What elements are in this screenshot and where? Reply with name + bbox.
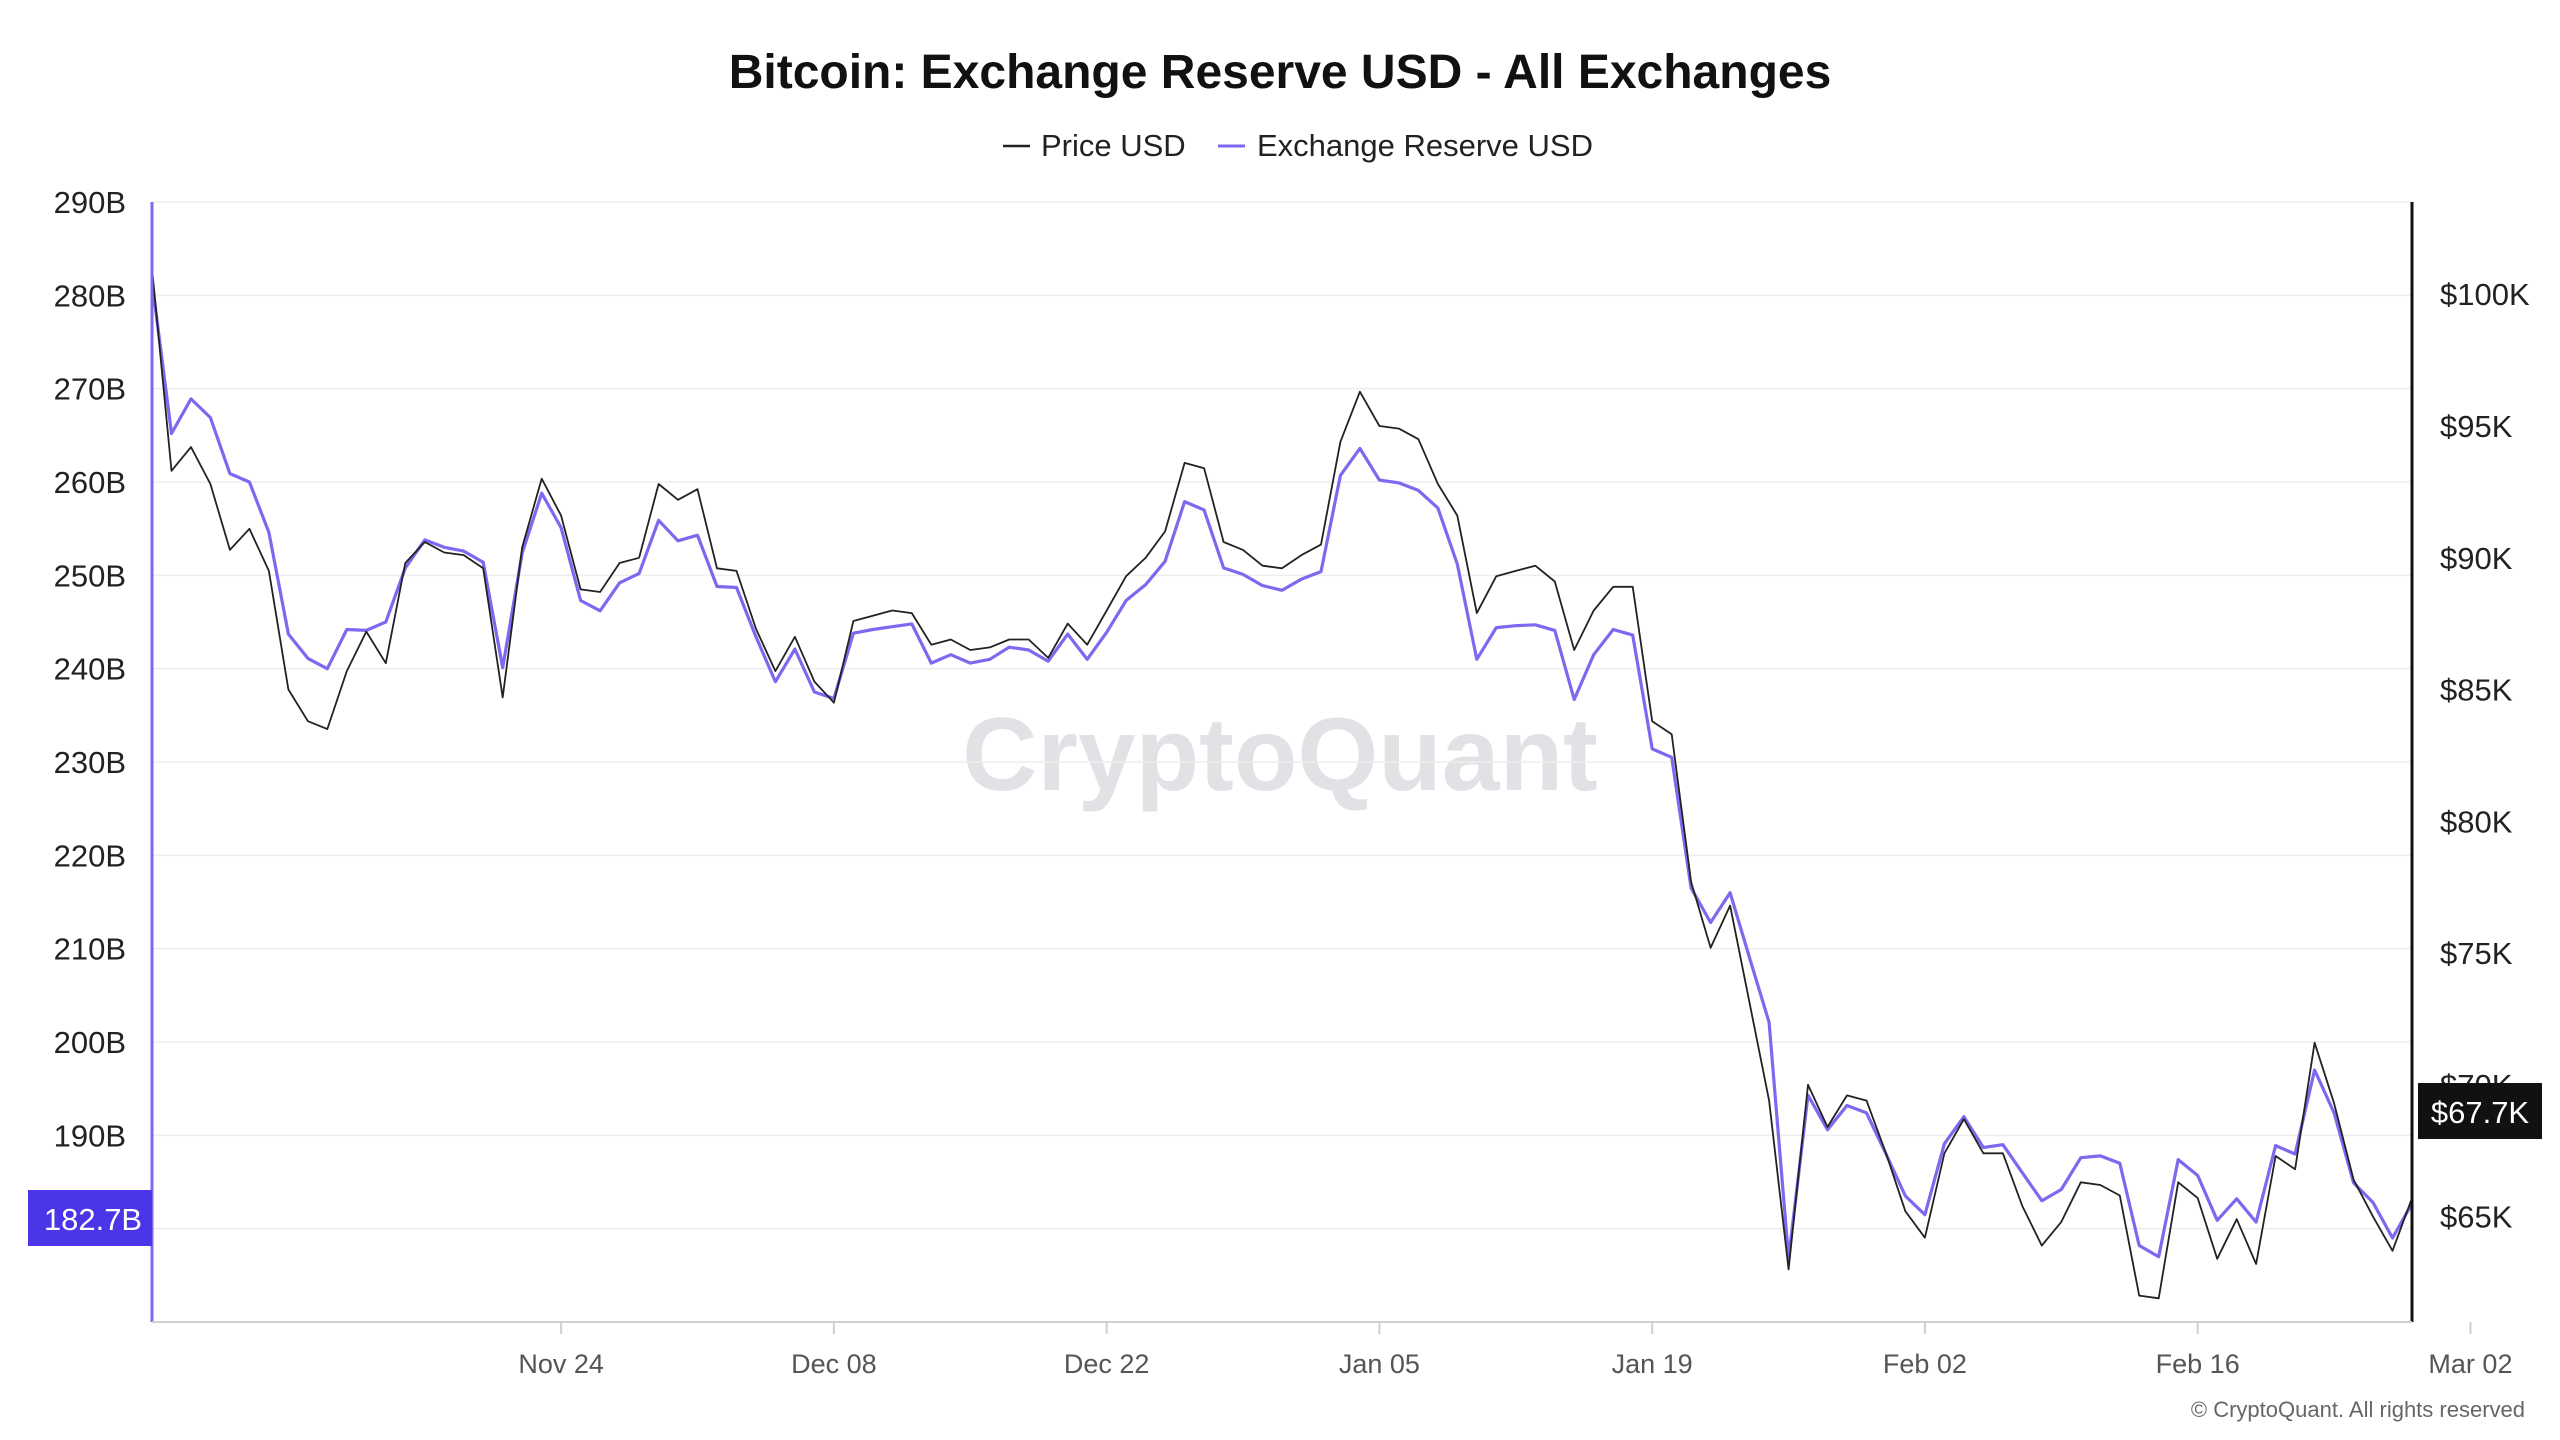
left-current-badge-bg <box>28 1190 152 1246</box>
y-left-tick-label: 230B <box>54 745 126 780</box>
right-current-badge: $67.7K <box>2418 1083 2542 1139</box>
x-tick-label: Feb 02 <box>1883 1349 1967 1379</box>
chart-title: Bitcoin: Exchange Reserve USD - All Exch… <box>729 46 1832 99</box>
y-right-tick-label: $80K <box>2440 804 2513 839</box>
right-current-badge-label: $67.7K <box>2431 1095 2530 1130</box>
y-left-tick-label: 250B <box>54 558 126 593</box>
y-right-tick-label: $100K <box>2440 277 2530 312</box>
y-right-tick-label: $85K <box>2440 673 2513 708</box>
legend: Price USD Exchange Reserve USD <box>1003 128 1593 163</box>
series-line-price-usd <box>151 267 2413 1300</box>
y-right-tick-label: $90K <box>2440 541 2513 576</box>
y-left-tick-label: 280B <box>54 278 126 313</box>
y-left-tick-label: 190B <box>54 1118 126 1153</box>
y-right-tick-label: $65K <box>2440 1200 2513 1235</box>
left-current-badge-label: 182.7B <box>44 1202 142 1237</box>
y-left-tick-label: 240B <box>54 652 126 687</box>
y-right-tick-label: $95K <box>2440 409 2513 444</box>
y-left-tick-label: 220B <box>54 838 126 873</box>
x-tick-label: Mar 02 <box>2428 1349 2512 1379</box>
right-current-badge-bg <box>2418 1083 2542 1139</box>
y-left-tick-label: 270B <box>54 372 126 407</box>
copyright-credit: © CryptoQuant. All rights reserved <box>2191 1397 2525 1422</box>
watermark: CryptoQuant <box>962 697 1598 813</box>
x-tick-label: Jan 05 <box>1339 1349 1420 1379</box>
x-tick-label: Feb 16 <box>2156 1349 2240 1379</box>
series-line-exchange-reserve-usd <box>150 281 2414 1261</box>
y-left-tick-label: 290B <box>54 185 126 220</box>
legend-label-reserve: Exchange Reserve USD <box>1257 128 1593 163</box>
series-layer <box>150 267 2414 1300</box>
x-tick-label: Dec 22 <box>1064 1349 1150 1379</box>
x-tick-label: Nov 24 <box>518 1349 604 1379</box>
y-left-tick-label: 260B <box>54 465 126 500</box>
y-left-ticks: 290B 280B 270B 260B 250B 240B 230B 220B 210B 200B… <box>54 185 126 1247</box>
x-tick-label: Dec 08 <box>791 1349 877 1379</box>
x-ticks: Nov 24 Dec 08 Dec 22 Jan 05 Jan 19 Feb 02 Feb … <box>518 1322 2512 1379</box>
y-left-tick-label: 210B <box>54 932 126 967</box>
y-left-tick-label: 200B <box>54 1025 126 1060</box>
x-tick-label: Jan 19 <box>1612 1349 1693 1379</box>
y-right-tick-label: $75K <box>2440 936 2513 971</box>
left-current-badge: 182.7B <box>28 1190 152 1246</box>
legend-label-price: Price USD <box>1041 128 1186 163</box>
gridlines <box>152 201 2412 1230</box>
